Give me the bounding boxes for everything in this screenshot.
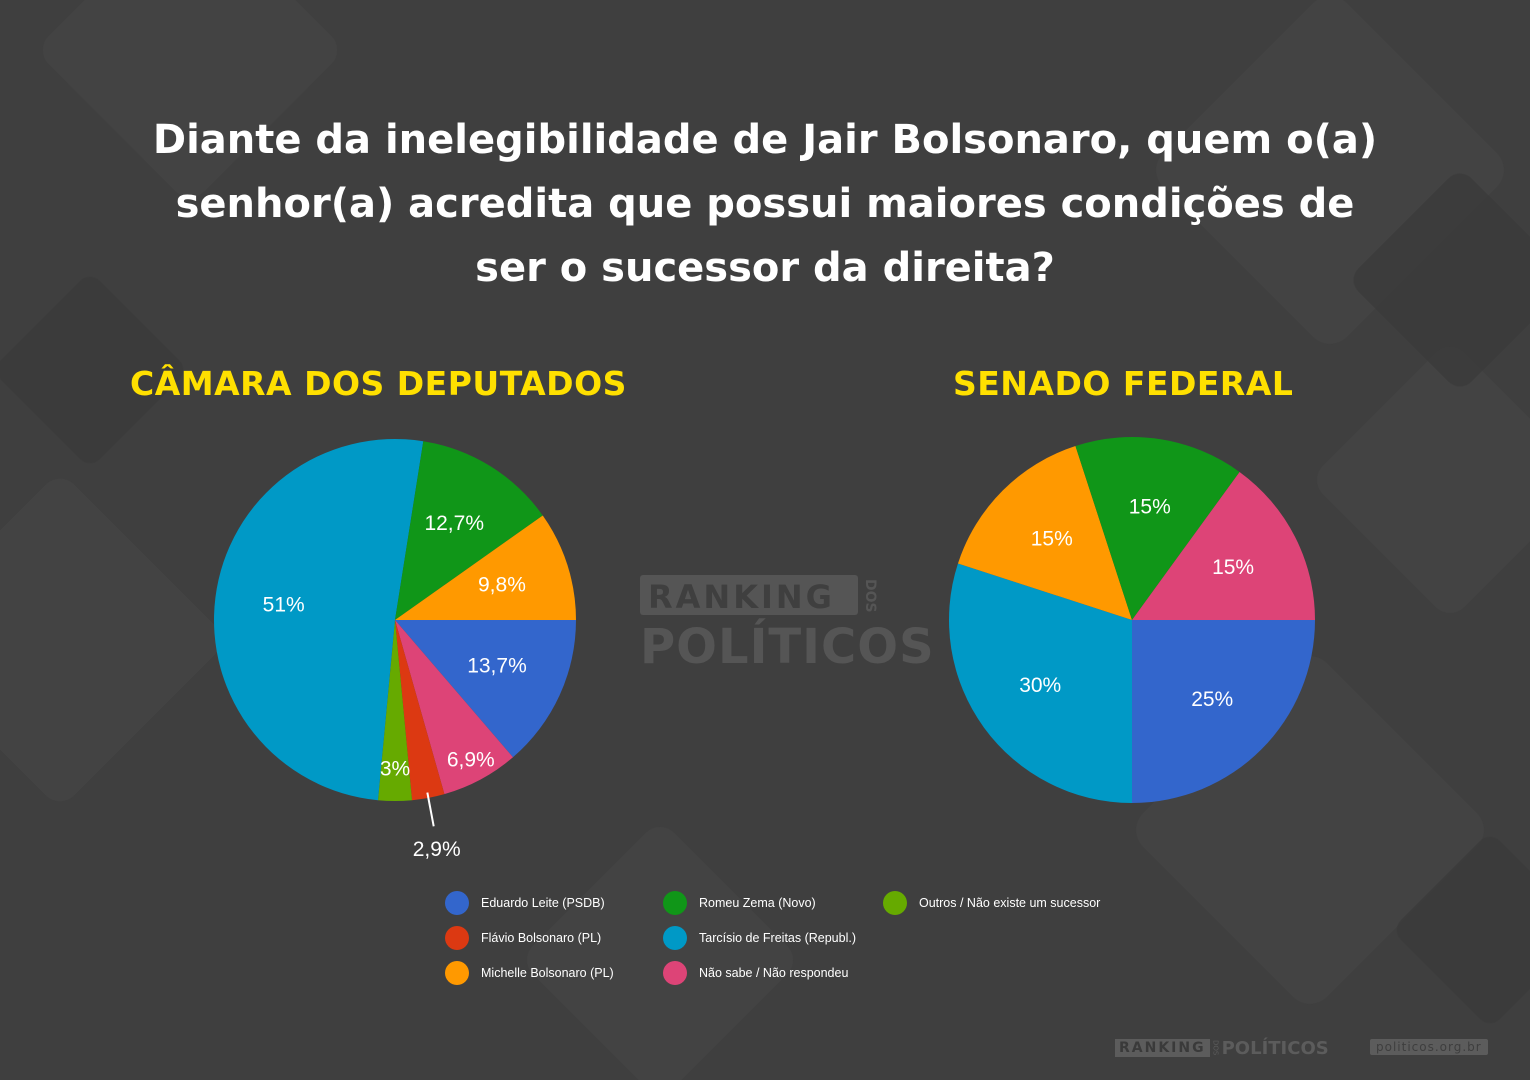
pie-label-outros-nao-existe-um-sucessor: 3% <box>380 758 410 781</box>
legend-label: Flávio Bolsonaro (PL) <box>481 931 602 945</box>
pie-label-tarcisio-de-freitas-republ: 51% <box>263 593 305 616</box>
footer-logo: RANKING DOS POLÍTICOS <box>1115 1037 1329 1059</box>
watermark-box: RANKING <box>640 575 858 616</box>
pie-slice-michelle-bolsonaro-pl <box>395 515 576 620</box>
legend-label: Romeu Zema (Novo) <box>699 896 816 910</box>
legend-dot-eduardo-leite <box>445 891 469 915</box>
legend: Eduardo Leite (PSDB) Flávio Bolsonaro (P… <box>445 890 1165 990</box>
chart-title-camara: CÂMARA DOS DEPUTADOS <box>130 364 627 403</box>
legend-item-romeu-zema: Romeu Zema (Novo) <box>663 890 816 916</box>
pie-slice-nao-sabe-nao-respondeu <box>395 620 513 795</box>
legend-item-michelle-bolsonaro: Michelle Bolsonaro (PL) <box>445 960 614 986</box>
pie-slice-tarcisio-de-freitas-republ <box>214 439 424 801</box>
legend-label: Michelle Bolsonaro (PL) <box>481 966 614 980</box>
legend-dot-michelle-bolsonaro <box>445 961 469 985</box>
pie-label-michelle-bolsonaro-pl: 9,8% <box>478 574 526 597</box>
pie-slice-outros-nao-existe-um-sucessor <box>377 620 413 801</box>
title-line-3: ser o sucessor da direita? <box>475 245 1055 291</box>
pie-label-eduardo-leite-psdb: 25% <box>1191 688 1233 711</box>
footer-url: politicos.org.br <box>1370 1039 1488 1055</box>
pie-label-romeu-zema-novo: 12,7% <box>424 512 484 535</box>
chart-title-senado: SENADO FEDERAL <box>953 364 1294 403</box>
legend-dot-tarcisio-de-freitas <box>663 926 687 950</box>
legend-item-eduardo-leite: Eduardo Leite (PSDB) <box>445 890 605 916</box>
pie-slice-eduardo-leite-psdb <box>395 620 576 758</box>
pie-slice-flavio-bolsonaro-pl <box>395 620 445 801</box>
pie-label-michelle-bolsonaro-pl: 15% <box>1031 527 1073 550</box>
pie-label-nao-sabe-nao-respondeu: 15% <box>1212 556 1254 579</box>
legend-item-nao-sabe: Não sabe / Não respondeu <box>663 960 848 986</box>
pie-slice-romeu-zema-novo <box>1075 437 1240 620</box>
legend-dot-romeu-zema <box>663 891 687 915</box>
legend-label: Tarcísio de Freitas (Republ.) <box>699 931 857 945</box>
legend-label: Não sabe / Não respondeu <box>699 966 849 980</box>
footer-logo-box: RANKING <box>1115 1039 1210 1057</box>
legend-dot-outros <box>883 891 907 915</box>
pie-slice-michelle-bolsonaro-pl <box>957 445 1132 620</box>
pie-slice-eduardo-leite-psdb <box>1132 620 1315 803</box>
pie-leader-line-flavio-bolsonaro-pl <box>426 792 435 827</box>
footer-logo-text: POLÍTICOS <box>1221 1037 1329 1059</box>
footer-logo-dos: DOS <box>1211 1040 1220 1056</box>
pie-slice-romeu-zema-novo <box>395 441 543 620</box>
pie-chart-camara: 13,7% 6,9% 2,9% 3% 51% 12,7% 9,8% <box>214 439 576 861</box>
watermark-top-text: RANKING <box>648 578 835 616</box>
pie-slice-tarcisio-de-freitas-republ <box>948 563 1132 803</box>
legend-item-flavio-bolsonaro: Flávio Bolsonaro (PL) <box>445 925 601 951</box>
title-line-2: senhor(a) acredita que possui maiores co… <box>175 181 1355 227</box>
legend-label: Eduardo Leite (PSDB) <box>481 896 605 910</box>
page-title: Diante da inelegibilidade de Jair Bolson… <box>0 108 1530 300</box>
pie-slice-nao-sabe-nao-respondeu <box>1132 471 1315 620</box>
pie-label-eduardo-leite-psdb: 13,7% <box>467 654 527 677</box>
pie-label-nao-sabe-nao-respondeu: 6,9% <box>447 748 495 771</box>
legend-label: Outros / Não existe um sucessor <box>919 896 1101 910</box>
legend-dot-flavio-bolsonaro <box>445 926 469 950</box>
pie-label-tarcisio-de-freitas-republ: 30% <box>1019 674 1061 697</box>
pie-chart-senado: 25% 30% 15% 15% 15% <box>948 437 1315 803</box>
legend-item-tarcisio-de-freitas: Tarcísio de Freitas (Republ.) <box>663 925 856 951</box>
legend-item-outros: Outros / Não existe um sucessor <box>883 890 1100 916</box>
pie-label-flavio-bolsonaro-pl: 2,9% <box>413 838 461 861</box>
legend-dot-nao-sabe <box>663 961 687 985</box>
watermark-logo: RANKING DOS POLÍTICOS <box>640 575 934 685</box>
pie-label-romeu-zema-novo: 15% <box>1129 495 1171 518</box>
watermark-bottom-text: POLÍTICOS <box>640 619 935 675</box>
watermark-dos-text: DOS <box>862 579 878 613</box>
title-line-1: Diante da inelegibilidade de Jair Bolson… <box>152 117 1378 163</box>
